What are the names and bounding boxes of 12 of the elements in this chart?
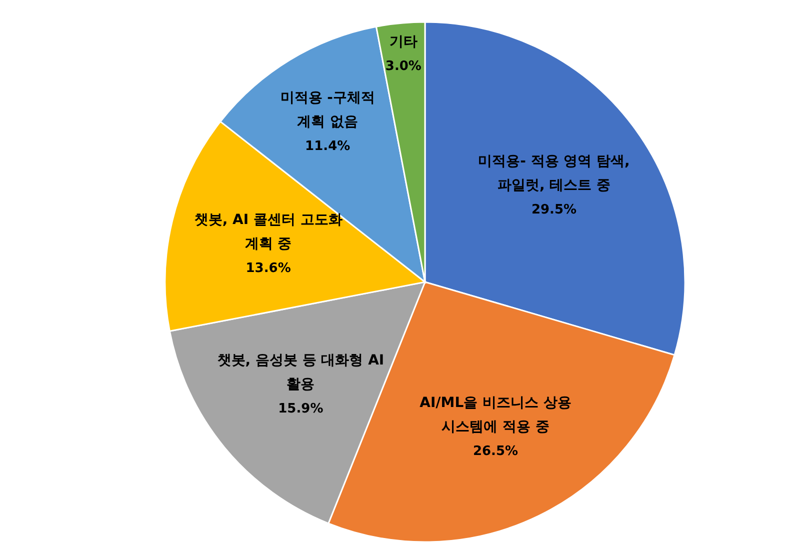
slice-label: 미적용 -구체적 계획 없음 (280, 90, 375, 130)
data-label: 3.0% (385, 58, 422, 74)
slice-label: 챗봇, AI 콜센터 고도화 계획 중 (194, 212, 342, 252)
data-label: 29.5% (531, 202, 577, 217)
data-label: 11.4% (305, 138, 350, 154)
slice-label: 미적용- 적용 영역 탐색, 파일럿, 테스트 중 (478, 153, 630, 194)
data-label: 15.9% (278, 401, 324, 416)
slice-label: AI/ML을 비즈니스 상용 시스템에 적용 중 (420, 394, 572, 435)
slice-label: 기타 (389, 34, 418, 50)
data-label: 26.5% (472, 443, 518, 458)
slice-label: 챗봇, 음성봇 등 대화형 AI 활용 (217, 352, 384, 393)
data-label: 13.6% (246, 260, 291, 276)
